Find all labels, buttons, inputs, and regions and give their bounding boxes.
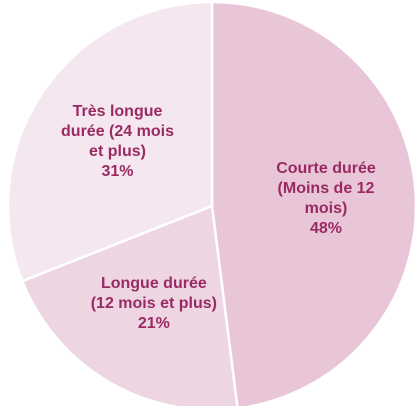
- slice-label: Longue durée (12 mois et plus) 21%: [89, 274, 219, 334]
- value-label: 31%: [101, 162, 134, 180]
- category-name: Courte durée (Moins de 12 mois): [276, 159, 376, 217]
- pie-slice: [6, 0, 214, 283]
- category-name: Longue durée (12 mois et plus): [90, 275, 217, 313]
- value-label: 21%: [137, 315, 170, 333]
- pie-slice: [210, 0, 417, 406]
- slice-label: Très longue durée (24 mois et plus) 31%: [53, 102, 183, 182]
- value-label: 48%: [309, 219, 343, 237]
- pie-slice: [20, 204, 239, 406]
- slice-label: Courte durée (Moins de 12 mois) 48%: [261, 159, 391, 239]
- category-name: Très longue durée (24 mois et plus): [61, 102, 174, 160]
